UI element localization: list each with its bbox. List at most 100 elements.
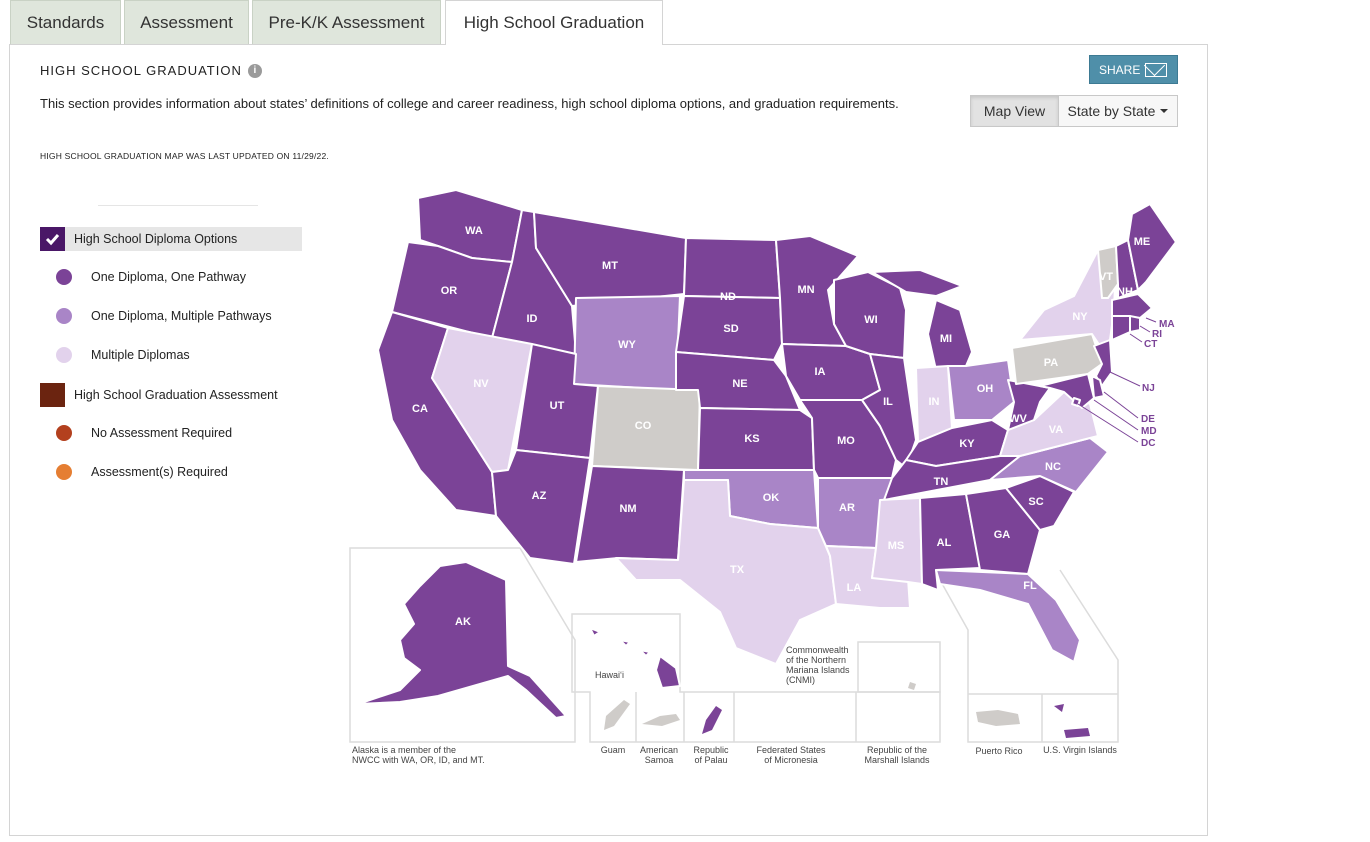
state-label-WV: WV [1009, 413, 1027, 425]
state-label-SD: SD [723, 323, 738, 335]
state-label-SC: SC [1028, 496, 1043, 508]
palau-line2: of Palau [694, 755, 727, 765]
state-GA[interactable] [965, 487, 1041, 575]
state-label-AK: AK [455, 616, 471, 628]
state-label-MN: MN [797, 284, 814, 296]
state-TX[interactable] [615, 479, 837, 665]
legend-dot-no-assessment [56, 425, 72, 441]
legend-assessment-toggle[interactable]: High School Graduation Assessment [40, 383, 302, 407]
section-title: HIGH SCHOOL GRADUATION i [40, 63, 262, 78]
territory-shapes [604, 682, 1020, 730]
legend-item-multiple-diplomas: Multiple Diplomas [56, 347, 190, 363]
state-MA[interactable] [1111, 293, 1153, 319]
micronesia-line1: Federated States [756, 745, 826, 755]
state-label-MS: MS [888, 540, 905, 552]
legend-diploma-options-toggle[interactable]: High School Diploma Options [40, 227, 302, 251]
tab-assessment[interactable]: Assessment [124, 0, 249, 44]
alaska-inset-frame [349, 547, 576, 743]
inset-frames [349, 547, 1119, 743]
state-label-IA: IA [815, 366, 826, 378]
legend-item-one-diploma-one-pathway: One Diploma, One Pathway [56, 269, 246, 285]
tab-prek-assessment[interactable]: Pre-K/K Assessment [252, 0, 441, 44]
caribbean-inset-frame [939, 569, 1119, 743]
east-label-NJ: NJ [1142, 383, 1155, 394]
info-icon[interactable]: i [247, 63, 262, 78]
state-FL[interactable] [935, 569, 1081, 663]
state-VT[interactable] [1097, 245, 1119, 299]
state-label-MO: MO [837, 435, 855, 447]
state-label-TN: TN [934, 476, 949, 488]
cnmi-label-line1: Commonwealth [786, 645, 849, 655]
state-CT[interactable] [1111, 315, 1131, 341]
state-PA[interactable] [1011, 333, 1103, 385]
state-label-NV: NV [473, 378, 489, 390]
east-label-RI: RI [1152, 329, 1162, 340]
section-title-text: HIGH SCHOOL GRADUATION [40, 63, 242, 78]
state-AK[interactable] [357, 561, 567, 719]
east-label-MD: MD [1141, 426, 1157, 437]
guam-shape[interactable] [604, 700, 630, 730]
caret-down-icon [1160, 109, 1169, 113]
state-label-AR: AR [839, 502, 855, 514]
section-description: This section provides information about … [40, 96, 899, 111]
caribbean-dividers [968, 693, 1118, 742]
state-label-VA: VA [1049, 424, 1064, 436]
last-updated-note: HIGH SCHOOL GRADUATION MAP WAS LAST UPDA… [40, 151, 329, 161]
usvi-shape[interactable] [1054, 704, 1090, 738]
state-RI[interactable] [1129, 315, 1141, 333]
checkbox-checked-icon [40, 227, 65, 251]
pacific-inset-frame [571, 613, 941, 743]
state-ND[interactable] [683, 237, 781, 299]
east-label-DC: DC [1141, 438, 1155, 449]
map-view-button[interactable]: Map View [970, 95, 1059, 127]
tab-high-school-graduation[interactable]: High School Graduation [445, 0, 663, 45]
state-label-IL: IL [883, 396, 893, 408]
state-labels: WA OR CA ID NV MT WY UT AZ CO NM ND SD NE KS OK TX MN IA MO… [412, 225, 1150, 628]
east-label-CT: CT [1144, 339, 1157, 350]
state-by-state-label: State by State [1067, 103, 1156, 119]
state-HI[interactable] [589, 627, 681, 689]
legend-item-one-diploma-multiple-pathways: One Diploma, Multiple Pathways [56, 308, 272, 324]
envelope-icon [1145, 63, 1167, 77]
palau-shape[interactable] [702, 706, 722, 734]
alaska-note-line1: Alaska is a member of the [352, 745, 456, 755]
state-label-AL: AL [937, 537, 952, 549]
state-label-AZ: AZ [532, 490, 547, 502]
state-label-ME: ME [1134, 236, 1151, 248]
state-NH[interactable] [1115, 239, 1139, 299]
state-label-FL: FL [1023, 580, 1037, 592]
state-label-NC: NC [1045, 461, 1061, 473]
legend-dot-assessment-required [56, 464, 72, 480]
state-IL[interactable] [861, 353, 917, 469]
cnmi-shape[interactable] [908, 682, 916, 690]
legend-item-label: Multiple Diplomas [91, 348, 190, 362]
state-label-ND: ND [720, 291, 736, 303]
american-samoa-line2: Samoa [645, 755, 674, 765]
state-SD[interactable] [675, 295, 783, 361]
share-button[interactable]: SHARE [1089, 55, 1178, 84]
state-ME[interactable] [1127, 203, 1177, 291]
american-samoa-shape[interactable] [642, 714, 680, 726]
state-label-KS: KS [744, 433, 759, 445]
micronesia-line2: of Micronesia [764, 755, 818, 765]
cnmi-label-line3: Mariana Islands [786, 665, 850, 675]
puerto-rico-shape[interactable] [976, 710, 1020, 726]
state-DE[interactable] [1091, 375, 1105, 399]
state-by-state-dropdown[interactable]: State by State [1059, 95, 1178, 127]
state-AZ[interactable] [491, 449, 591, 565]
state-label-GA: GA [994, 529, 1011, 541]
state-SC[interactable] [1005, 475, 1075, 531]
state-label-TX: TX [730, 564, 745, 576]
checkbox-unchecked-icon [40, 383, 65, 407]
legend-item-label: Assessment(s) Required [91, 465, 228, 479]
state-label-NH: NH [1117, 286, 1133, 298]
state-label-WY: WY [618, 339, 636, 351]
legend-item-no-assessment: No Assessment Required [56, 425, 232, 441]
east-label-MA: MA [1159, 319, 1175, 330]
state-label-WA: WA [465, 225, 483, 237]
tab-standards[interactable]: Standards [10, 0, 121, 44]
cnmi-label-line2: of the Northern [786, 655, 846, 665]
east-label-DE: DE [1141, 414, 1155, 425]
state-label-PA: PA [1044, 357, 1059, 369]
